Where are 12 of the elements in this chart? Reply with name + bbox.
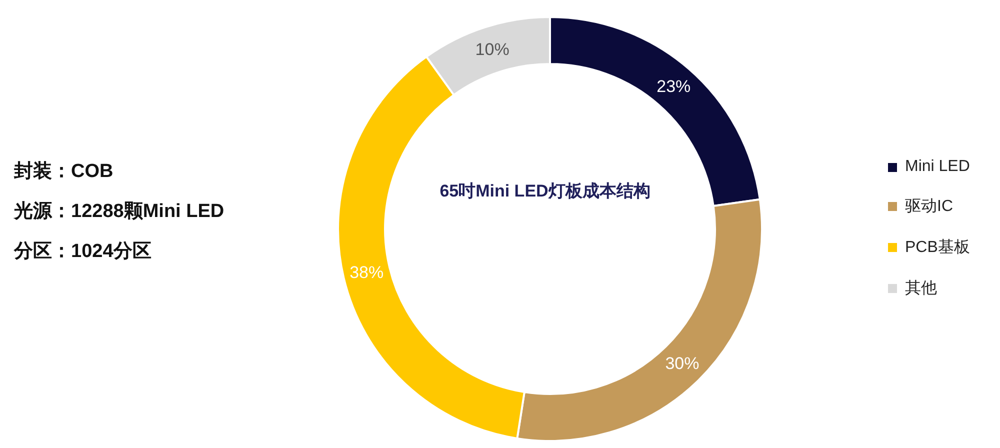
- data-label: 10%: [475, 40, 510, 60]
- legend-label: Mini LED: [905, 158, 970, 176]
- data-label: 38%: [350, 263, 384, 282]
- legend-label: 其他: [905, 278, 937, 299]
- text: 封装：COB: [14, 160, 114, 184]
- data-label: 23%: [656, 77, 691, 96]
- text: 分区：1024分区: [14, 240, 152, 264]
- legend-label: PCB基板: [905, 238, 970, 258]
- legend-label: 驱动IC: [905, 197, 953, 217]
- data-label: 30%: [665, 354, 700, 373]
- text: 光源：12288颗Mini LED: [14, 200, 224, 224]
- text: 65吋Mini LED灯板成本结构: [440, 182, 650, 200]
